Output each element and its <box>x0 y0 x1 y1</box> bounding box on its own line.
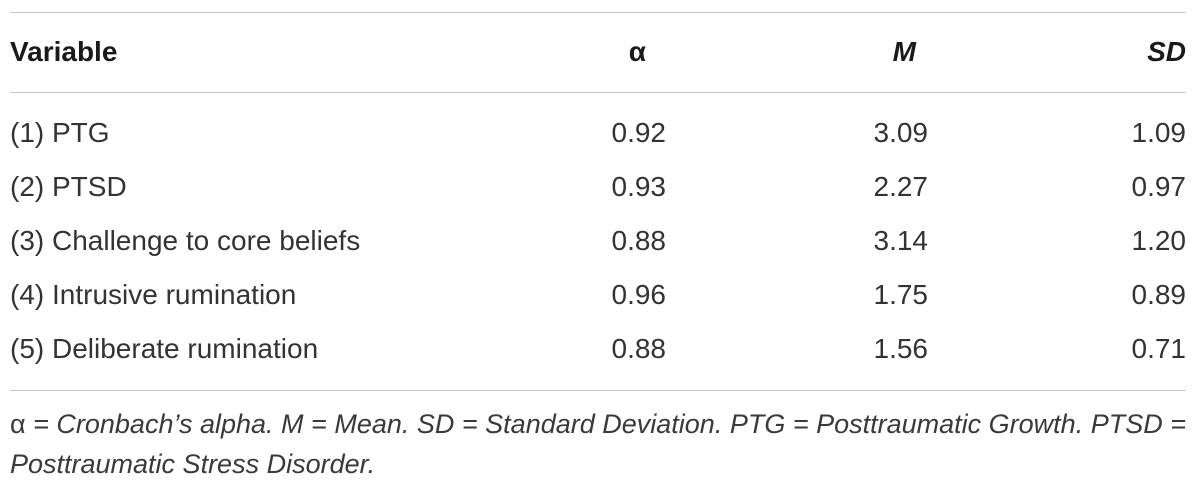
table-header-rule <box>10 92 1186 93</box>
table-header-row: Variable α M SD <box>10 25 1186 79</box>
cell-mean: 3.14 <box>873 225 929 256</box>
cell-variable: (3) Challenge to core beliefs <box>10 225 361 256</box>
table-row: (5) Deliberate rumination 0.88 1.56 0.71 <box>10 322 1186 376</box>
header-variable: Variable <box>10 36 118 67</box>
cell-sd: 0.89 <box>1131 279 1187 310</box>
cell-mean: 2.27 <box>873 171 929 202</box>
table-top-rule <box>10 12 1186 13</box>
cell-alpha: 0.96 <box>611 279 667 310</box>
cell-alpha: 0.88 <box>611 225 667 256</box>
table-row: (2) PTSD 0.93 2.27 0.97 <box>10 160 1186 214</box>
cell-alpha: 0.93 <box>611 171 667 202</box>
cell-sd: 0.71 <box>1131 333 1187 364</box>
cell-mean: 3.09 <box>873 117 929 148</box>
table-row: (3) Challenge to core beliefs 0.88 3.14 … <box>10 214 1186 268</box>
footnote-text: = Cronbach’s alpha. M = Mean. SD = Stand… <box>10 409 1186 479</box>
header-mean: M <box>892 36 916 67</box>
cell-alpha: 0.88 <box>611 333 667 364</box>
cell-variable: (5) Deliberate rumination <box>10 333 319 364</box>
cell-sd: 1.09 <box>1131 117 1187 148</box>
cell-sd: 0.97 <box>1131 171 1187 202</box>
cell-sd: 1.20 <box>1131 225 1187 256</box>
footnote-alpha-symbol: α <box>10 409 26 439</box>
cell-variable: (4) Intrusive rumination <box>10 279 297 310</box>
header-alpha: α <box>628 36 646 67</box>
cell-variable: (1) PTG <box>10 117 110 148</box>
cell-mean: 1.75 <box>873 279 929 310</box>
table-bottom-rule <box>10 390 1186 391</box>
table-footnote: α = Cronbach’s alpha. M = Mean. SD = Sta… <box>10 404 1186 484</box>
cell-mean: 1.56 <box>873 333 929 364</box>
table-row: (1) PTG 0.92 3.09 1.09 <box>10 106 1186 160</box>
cell-alpha: 0.92 <box>611 117 667 148</box>
table-row: (4) Intrusive rumination 0.96 1.75 0.89 <box>10 268 1186 322</box>
header-sd: SD <box>1147 36 1186 67</box>
cell-variable: (2) PTSD <box>10 171 127 202</box>
